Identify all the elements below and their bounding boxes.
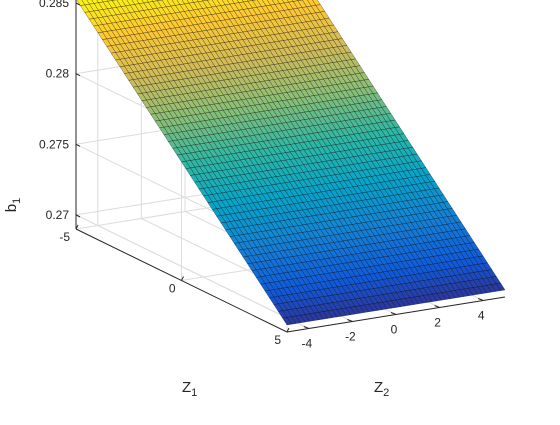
z-tick-label: 0.27 bbox=[46, 208, 70, 222]
z-axis-label-main: b bbox=[3, 204, 20, 212]
y-tick-label: -4 bbox=[301, 337, 312, 351]
z-tick-label: 0.28 bbox=[46, 67, 70, 81]
x-tick-label: -5 bbox=[59, 230, 70, 244]
z-tick-mark bbox=[76, 144, 80, 146]
y-axis-label-main: Z bbox=[374, 379, 383, 396]
x-axis-label-sub: 1 bbox=[191, 387, 197, 399]
z-axis-label: b1 bbox=[3, 198, 23, 212]
y-tick-label: 0 bbox=[391, 323, 398, 337]
y-axis-label: Z2 bbox=[374, 379, 389, 399]
y-tick-label: -2 bbox=[345, 330, 356, 344]
z-tick-mark bbox=[76, 74, 80, 76]
z-tick-mark bbox=[76, 215, 80, 217]
x-axis-label-main: Z bbox=[182, 379, 191, 396]
x-tick-label: 0 bbox=[169, 282, 176, 296]
surface-layer bbox=[76, 0, 505, 325]
x-axis-label: Z1 bbox=[182, 379, 197, 399]
z-axis-label-sub: 1 bbox=[11, 198, 23, 204]
y-tick-label: 2 bbox=[434, 316, 441, 330]
z-tick-label: 0.285 bbox=[39, 0, 69, 10]
x-tick-label: 5 bbox=[274, 333, 281, 347]
y-axis-label-sub: 2 bbox=[383, 387, 389, 399]
y-tick-label: 4 bbox=[478, 309, 485, 323]
z-tick-label: 0.275 bbox=[39, 137, 69, 151]
